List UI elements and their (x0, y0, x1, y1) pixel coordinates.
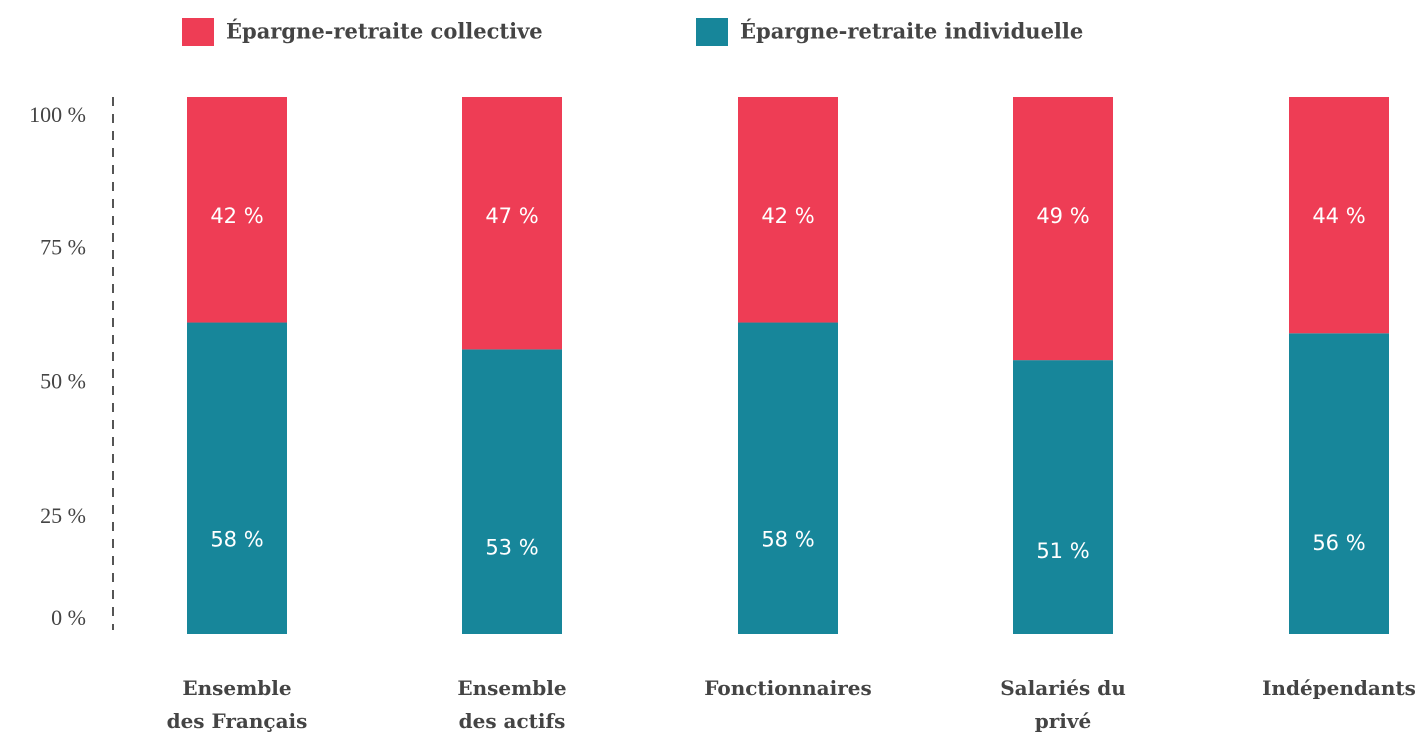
bar-segment (1013, 360, 1113, 634)
bar-segment (1013, 97, 1113, 361)
legend-swatch (696, 18, 728, 46)
bar-segment (462, 97, 562, 350)
bar-segment (738, 322, 838, 634)
value-label: 42 % (210, 204, 263, 228)
legend-label: Épargne-retraite individuelle (740, 19, 1083, 44)
value-label: 53 % (485, 536, 538, 560)
value-label: 47 % (485, 204, 538, 228)
x-tick-label: Salariés du privé (1000, 676, 1126, 733)
bar-segment (738, 97, 838, 323)
bar-segment (187, 322, 287, 634)
bar-segment (1289, 97, 1389, 334)
value-label: 44 % (1312, 204, 1365, 228)
y-tick-label: 50 % (40, 369, 86, 394)
x-tick-label: Ensemble des Français (166, 676, 308, 733)
value-label: 56 % (1312, 531, 1365, 555)
x-tick-label: Indépendants (1262, 676, 1416, 700)
legend-swatch (182, 18, 214, 46)
value-label: 42 % (761, 204, 814, 228)
value-label: 49 % (1036, 204, 1089, 228)
x-tick-label: Ensemble des actifs (457, 676, 567, 733)
y-tick-label: 25 % (40, 503, 86, 528)
value-label: 58 % (761, 528, 814, 552)
value-label: 58 % (210, 528, 263, 552)
bar-segment (187, 97, 287, 323)
x-tick-label: Fonctionnaires (704, 676, 872, 700)
bar-segment (1289, 333, 1389, 634)
bar-segment (462, 349, 562, 634)
legend-label: Épargne-retraite collective (226, 19, 543, 44)
y-tick-label: 100 % (29, 102, 86, 127)
value-label: 51 % (1036, 539, 1089, 563)
y-tick-label: 0 % (51, 605, 86, 630)
y-tick-label: 75 % (40, 234, 86, 259)
